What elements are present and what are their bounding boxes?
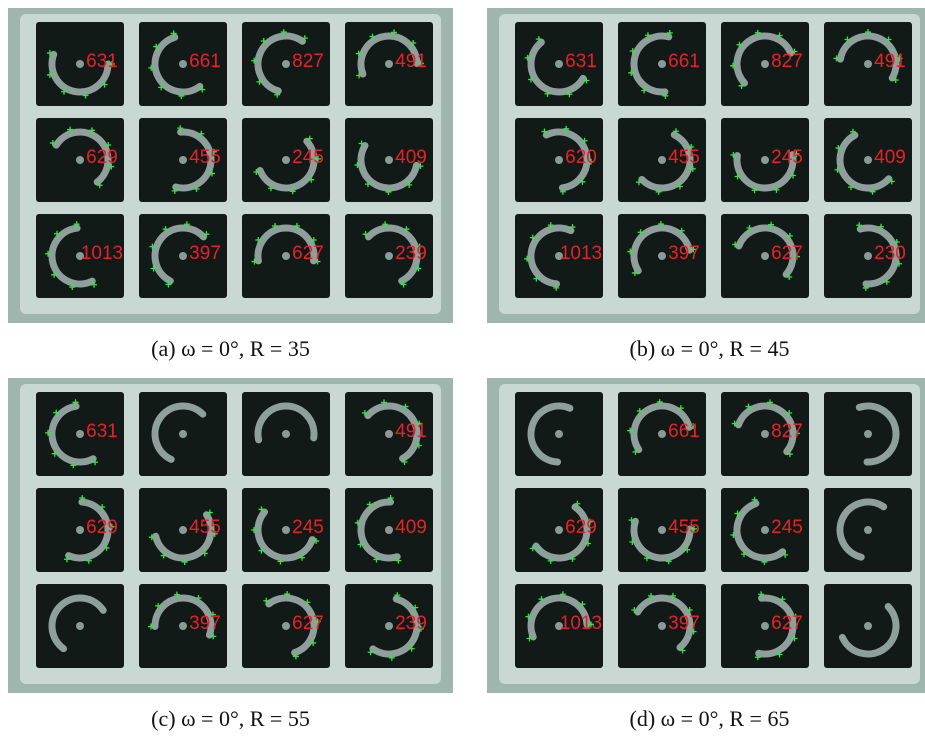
marker-center [385,526,393,534]
marker-center [658,252,666,260]
marker-id: 631 [86,421,118,442]
marker-center [385,430,393,438]
caption: (a) ω = 0°, R = 35 [8,336,453,362]
marker-center [76,156,84,164]
photo: 661 827 629 455 245 1013 397 627 [487,378,925,693]
marker-id: 629 [86,147,118,168]
marker-center [658,156,666,164]
marker-center [658,60,666,68]
marker-center [282,156,290,164]
marker-center [555,156,563,164]
caption: (c) ω = 0°, R = 55 [8,706,453,732]
photo: 631 491 629 455 245 409 397 627 239 [8,378,453,693]
marker-id: 409 [874,147,906,168]
marker-id: 631 [565,51,597,72]
marker-id: 397 [189,613,221,634]
caption: (d) ω = 0°, R = 65 [487,706,925,732]
photo: 631 661 827 491 629 455 245 409 1013 397 627 239 [8,8,453,323]
marker-id: 491 [395,421,427,442]
marker-center [555,60,563,68]
marker-center [179,60,187,68]
marker-id: 627 [771,243,803,264]
marker-id: 629 [86,517,118,538]
marker-center [658,430,666,438]
marker-center [761,252,769,260]
marker-center [385,60,393,68]
marker-id: 1013 [560,613,602,634]
marker-id: 230 [874,243,906,264]
marker-center [282,430,290,438]
marker-center [385,622,393,630]
marker-id: 827 [771,421,803,442]
marker-center [864,430,872,438]
marker-id: 631 [86,51,118,72]
marker-center [76,430,84,438]
marker-center [658,622,666,630]
marker-id: 627 [292,243,324,264]
marker-center [179,526,187,534]
marker-center [282,526,290,534]
marker-center [179,156,187,164]
marker-center [864,60,872,68]
marker-center [385,156,393,164]
marker-center [658,526,666,534]
marker-id: 245 [771,147,803,168]
marker-center [179,622,187,630]
marker-center [864,156,872,164]
marker-center [864,622,872,630]
marker-id: 627 [292,613,324,634]
marker-id: 455 [668,517,700,538]
marker-id: 245 [771,517,803,538]
marker-id: 397 [668,613,700,634]
marker-id: 827 [771,51,803,72]
marker-id: 1013 [560,243,602,264]
figure: 631 661 827 491 629 455 245 409 1013 397 627 239 (a)… [0,0,925,739]
marker-id: 455 [189,517,221,538]
marker-id: 827 [292,51,324,72]
marker-id: 661 [189,51,221,72]
marker-id: 245 [292,147,324,168]
marker-id: 620 [565,147,597,168]
marker-center [864,526,872,534]
marker-center [179,252,187,260]
marker-id: 397 [189,243,221,264]
marker-center [761,622,769,630]
marker-id: 245 [292,517,324,538]
marker-center [179,430,187,438]
marker-id: 661 [668,421,700,442]
marker-id: 455 [668,147,700,168]
marker-center [555,430,563,438]
marker-id: 239 [395,613,427,634]
marker-center [761,60,769,68]
marker-center [282,622,290,630]
marker-id: 455 [189,147,221,168]
marker-center [555,526,563,534]
caption: (b) ω = 0°, R = 45 [487,336,925,362]
marker-center [76,526,84,534]
marker-center [385,252,393,260]
marker-id: 409 [395,517,427,538]
marker-id: 239 [395,243,427,264]
marker-id: 397 [668,243,700,264]
marker-id: 491 [395,51,427,72]
marker-center [76,60,84,68]
marker-id: 1013 [81,243,123,264]
marker-id: 661 [668,51,700,72]
photo: 631 661 827 491 620 455 245 409 1013 397 627 230 [487,8,925,323]
marker-id: 627 [771,613,803,634]
marker-id: 409 [395,147,427,168]
marker-center [76,622,84,630]
marker-center [761,526,769,534]
marker-center [282,252,290,260]
marker-center [761,430,769,438]
marker-id: 629 [565,517,597,538]
marker-center [282,60,290,68]
marker-center [761,156,769,164]
marker-center [864,252,872,260]
marker-id: 491 [874,51,906,72]
